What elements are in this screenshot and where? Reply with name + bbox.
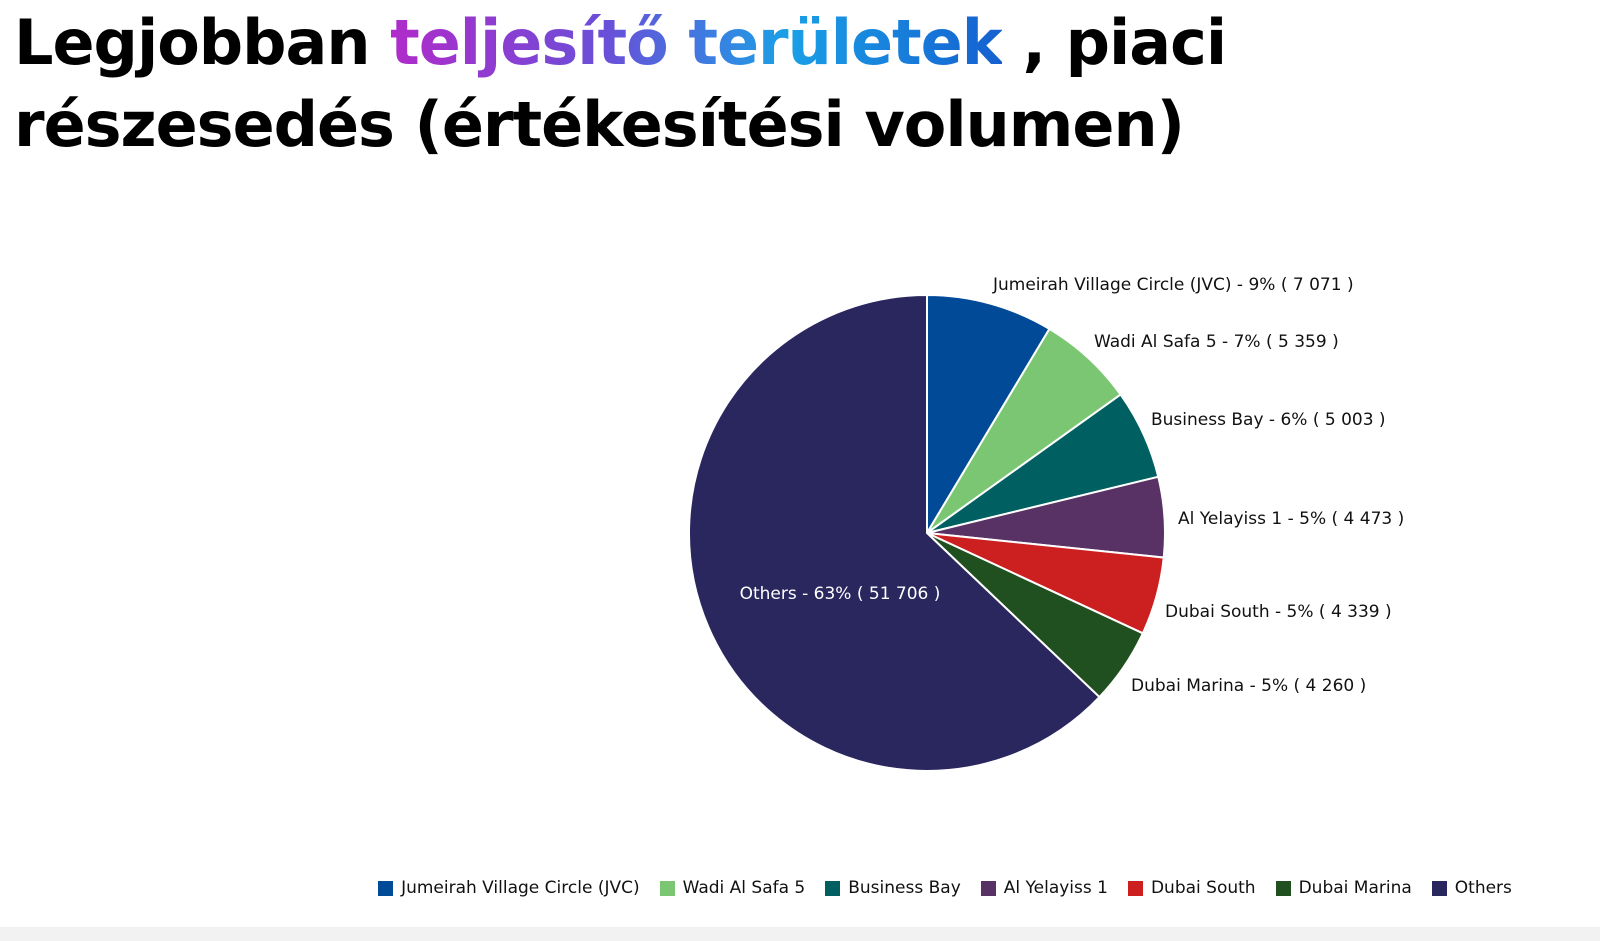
legend-swatch-0 <box>378 880 394 896</box>
pie-slice-0[interactable] <box>926 293 1051 537</box>
slice-label-0: Jumeirah Village Circle (JVC) - 9% ( 7 0… <box>992 275 1354 295</box>
legend-item-0[interactable]: Jumeirah Village Circle (JVC) <box>378 878 640 898</box>
legend-swatch-2 <box>825 880 841 896</box>
legend-item-6[interactable]: Others <box>1431 878 1512 898</box>
legend-item-1[interactable]: Wadi Al Safa 5 <box>659 878 806 898</box>
legend-item-2[interactable]: Business Bay <box>825 878 961 898</box>
legend-swatch-6 <box>1431 880 1447 896</box>
slice-label-4: Dubai South - 5% ( 4 339 ) <box>1165 602 1392 622</box>
slice-label-5: Dubai Marina - 5% ( 4 260 ) <box>1131 676 1366 696</box>
title-highlight: teljesítő területek <box>390 6 1003 79</box>
chart-legend: Jumeirah Village Circle (JVC) Wadi Al Saf… <box>0 878 1600 898</box>
pie-slice-6[interactable] <box>688 293 1101 772</box>
legend-item-4[interactable]: Dubai South <box>1127 878 1256 898</box>
legend-label-0: Jumeirah Village Circle (JVC) <box>401 878 640 898</box>
legend-label-1: Wadi Al Safa 5 <box>682 878 806 898</box>
legend-swatch-5 <box>1275 880 1291 896</box>
slice-label-3: Al Yelayiss 1 - 5% ( 4 473 ) <box>1178 509 1404 529</box>
legend-label-5: Dubai Marina <box>1298 878 1412 898</box>
slice-label-2: Business Bay - 6% ( 5 003 ) <box>1151 410 1386 430</box>
title-part-2: , piaci részesedés (értékesítési volumen… <box>14 6 1227 161</box>
legend-swatch-3 <box>980 880 996 896</box>
pie-labels: Jumeirah Village Circle (JVC) - 9% ( 7 0… <box>740 275 1405 696</box>
legend-swatch-1 <box>659 880 675 896</box>
legend-item-5[interactable]: Dubai Marina <box>1275 878 1412 898</box>
legend-label-3: Al Yelayiss 1 <box>1003 878 1108 898</box>
legend-label-6: Others <box>1454 878 1512 898</box>
slice-label-6: Others - 63% ( 51 706 ) <box>740 584 941 604</box>
legend-label-4: Dubai South <box>1150 878 1256 898</box>
legend-label-2: Business Bay <box>848 878 961 898</box>
chart-title: Legjobban teljesítő területek , piaci ré… <box>14 2 1574 166</box>
bottom-strip <box>0 927 1600 941</box>
pie-chart: Jumeirah Village Circle (JVC) - 9% ( 7 0… <box>688 275 1405 772</box>
pie-slices <box>688 293 1166 772</box>
title-part-1: Legjobban <box>14 6 391 79</box>
legend-item-3[interactable]: Al Yelayiss 1 <box>980 878 1108 898</box>
legend-swatch-4 <box>1127 880 1143 896</box>
slice-label-1: Wadi Al Safa 5 - 7% ( 5 359 ) <box>1094 332 1339 352</box>
